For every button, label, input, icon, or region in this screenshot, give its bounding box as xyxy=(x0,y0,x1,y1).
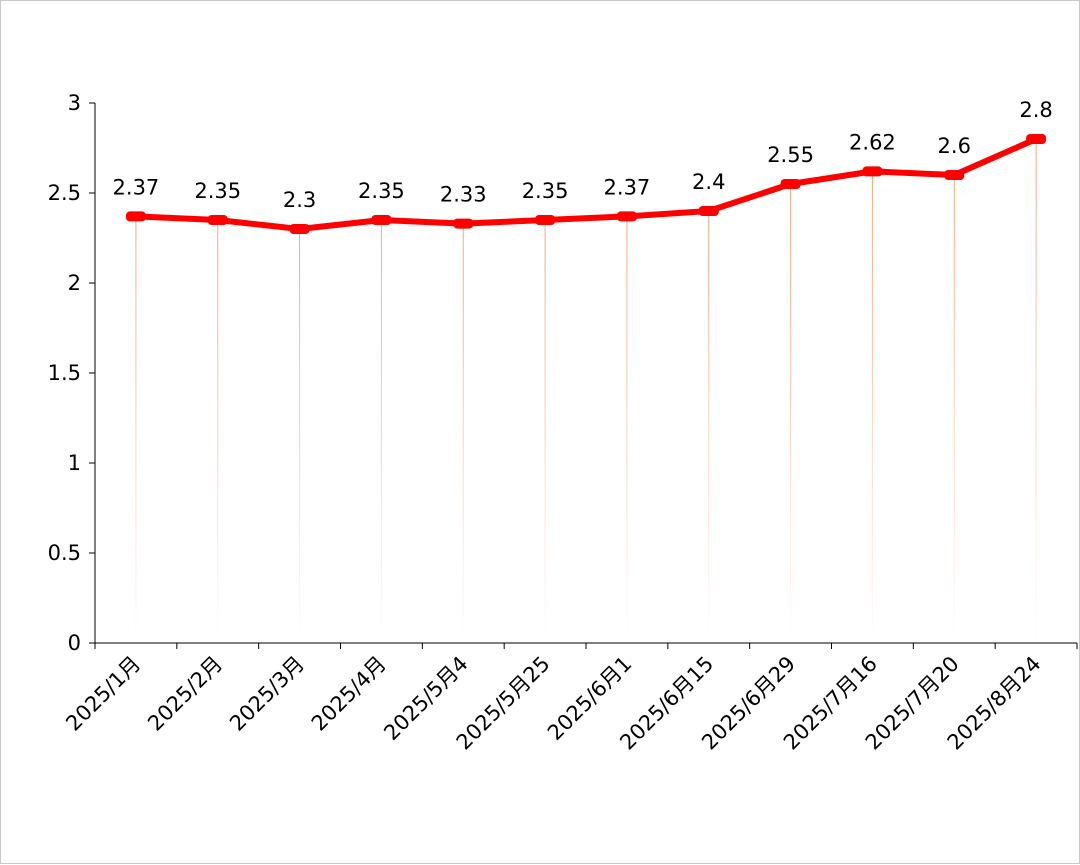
x-axis-ticks: 2025/1月2025/2月2025/3月2025/4月2025/5月42025… xyxy=(61,643,1078,755)
data-label: 2.4 xyxy=(692,170,725,194)
data-label: 2.37 xyxy=(113,175,160,199)
data-point xyxy=(698,206,719,216)
data-label: 2.35 xyxy=(358,179,405,203)
data-point xyxy=(535,215,556,225)
data-points xyxy=(125,134,1047,234)
y-tick-label: 0 xyxy=(68,631,81,655)
drop-line xyxy=(462,223,464,643)
drop-lines xyxy=(135,139,1037,643)
x-tick-label: 2025/1月 xyxy=(61,652,145,736)
y-tick-label: 1.5 xyxy=(48,361,81,385)
series-line xyxy=(132,136,1040,232)
data-point xyxy=(944,170,965,180)
drop-line xyxy=(217,220,219,643)
drop-line xyxy=(299,229,301,643)
data-label: 2.62 xyxy=(849,130,896,154)
y-tick-label: 3 xyxy=(68,91,81,115)
data-label: 2.6 xyxy=(938,134,971,158)
data-point xyxy=(780,179,801,189)
x-tick-label: 2025/4月 xyxy=(307,652,391,736)
data-point xyxy=(1026,134,1047,144)
data-label: 2.37 xyxy=(604,175,651,199)
drop-line xyxy=(135,216,137,643)
drop-line xyxy=(1035,139,1037,643)
data-point xyxy=(453,218,474,229)
data-point xyxy=(862,166,883,177)
drop-line xyxy=(871,171,873,643)
y-tick-label: 0.5 xyxy=(48,541,81,565)
data-label: 2.33 xyxy=(440,183,487,207)
data-point xyxy=(616,211,637,222)
x-tick-label: 2025/2月 xyxy=(143,652,227,736)
drop-line xyxy=(626,216,628,643)
data-point xyxy=(371,215,392,225)
drop-line xyxy=(544,220,546,643)
drop-line xyxy=(380,220,382,643)
drop-line xyxy=(953,175,955,643)
y-tick-label: 1 xyxy=(68,451,81,475)
data-label: 2.8 xyxy=(1019,98,1052,122)
data-point xyxy=(289,224,310,234)
drop-line xyxy=(708,211,710,643)
data-point xyxy=(207,215,228,225)
axes xyxy=(94,103,1077,644)
x-tick-label: 2025/3月 xyxy=(225,652,309,736)
y-tick-label: 2 xyxy=(68,271,81,295)
y-axis-ticks: 0 0.5 1 1.5 2 2.5 3 xyxy=(48,91,95,655)
data-label: 2.35 xyxy=(522,179,569,203)
data-point xyxy=(125,211,146,222)
data-label: 2.35 xyxy=(194,179,241,203)
data-label: 2.55 xyxy=(767,143,814,167)
data-label: 2.3 xyxy=(283,188,316,212)
series-line-group xyxy=(132,136,1040,232)
data-labels: 2.37 2.35 2.3 2.35 2.33 2.35 2.37 2.4 2.55 2.62 2.… xyxy=(113,98,1053,212)
y-tick-label: 2.5 xyxy=(48,181,81,205)
drop-line xyxy=(790,184,792,643)
